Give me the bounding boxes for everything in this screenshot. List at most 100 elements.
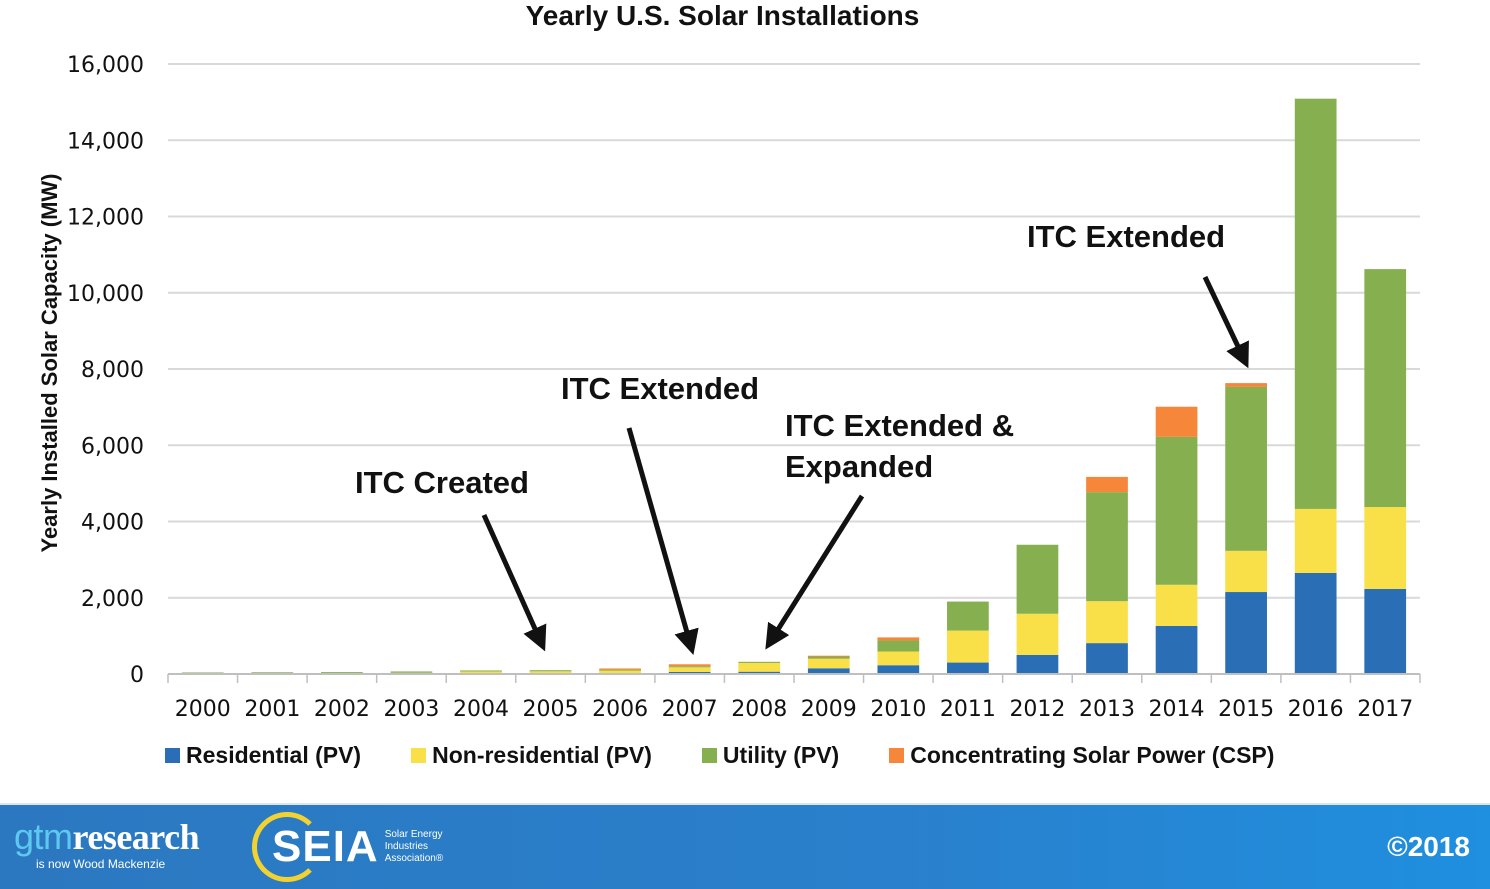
bar-segment-2006-3 bbox=[599, 668, 641, 670]
x-tick-label: 2008 bbox=[731, 697, 787, 722]
bar-segment-2016-1 bbox=[1294, 508, 1337, 573]
x-tick-label: 2014 bbox=[1149, 697, 1205, 722]
bar-segment-2007-1 bbox=[668, 667, 711, 672]
bar-segment-2009-1 bbox=[807, 658, 850, 669]
bar-segment-2011-0 bbox=[947, 662, 989, 674]
bar-segment-2010-0 bbox=[877, 665, 920, 674]
bar-segment-2013-0 bbox=[1086, 643, 1128, 674]
annotation-itc-extended-2007: ITC Extended bbox=[561, 371, 760, 406]
arrow-itc-extended-2007-icon bbox=[626, 427, 699, 656]
chart-title: Yearly U.S. Solar Installations bbox=[525, 0, 920, 31]
annotation-itc-extended-expanded: ITC Extended & Expanded bbox=[785, 405, 1014, 487]
x-tick-label: 2010 bbox=[870, 697, 926, 722]
bar-segment-2013-1 bbox=[1086, 601, 1128, 644]
legend-item-utility: Utility (PV) bbox=[701, 742, 840, 769]
bar-segment-2014-1 bbox=[1155, 584, 1198, 626]
arrow-itc-extended-expanded-icon bbox=[765, 494, 865, 650]
seia-desc-line-3: Association® bbox=[384, 853, 444, 864]
bar-segment-2007-3 bbox=[668, 664, 711, 667]
bar-segment-2001-2 bbox=[251, 672, 294, 674]
bar-segment-2017-2 bbox=[1364, 269, 1407, 508]
bar-segment-2007-2 bbox=[668, 666, 711, 668]
y-tick-label: 0 bbox=[130, 663, 144, 688]
footer-banner: gtmresearch is now Wood Mackenzie SEIA S… bbox=[0, 803, 1490, 889]
x-tick-label: 2003 bbox=[383, 697, 439, 722]
legend-item-non-residential: Non-residential (PV) bbox=[411, 742, 652, 769]
seia-sun-ring-icon bbox=[252, 812, 322, 882]
x-tick-label: 2001 bbox=[244, 697, 300, 722]
legend-swatch-non-residential bbox=[411, 748, 427, 763]
bar-segment-2009-3 bbox=[807, 655, 850, 657]
legend-swatch-residential bbox=[165, 748, 180, 763]
gtm-research-logo: gtmresearch is now Wood Mackenzie bbox=[14, 816, 200, 872]
x-tick-label: 2005 bbox=[523, 697, 579, 722]
bar-segment-2011-1 bbox=[947, 630, 989, 663]
bar-segment-2011-2 bbox=[947, 601, 989, 631]
bar-segment-2009-2 bbox=[807, 656, 850, 659]
bar-segment-2012-2 bbox=[1016, 544, 1059, 614]
bar-segment-2008-2 bbox=[738, 661, 781, 663]
seia-wordmark: SEIA bbox=[272, 822, 379, 871]
x-tick-label: 2007 bbox=[662, 697, 718, 722]
bar-segment-2010-1 bbox=[877, 651, 920, 666]
bar-segment-2016-2 bbox=[1294, 98, 1337, 509]
bar-segment-2014-0 bbox=[1155, 625, 1198, 674]
seia-logo: SEIA Solar Energy Industries Association… bbox=[252, 811, 443, 883]
x-tick-label: 2012 bbox=[1009, 697, 1065, 722]
legend-label-utility: Utility (PV) bbox=[722, 742, 840, 768]
seia-desc-line-1: Solar Energy bbox=[384, 829, 443, 840]
legend-swatch-csp bbox=[889, 748, 905, 763]
copyright-notice: ©2018 bbox=[1387, 831, 1470, 862]
bar-segment-2005-2 bbox=[529, 670, 572, 672]
bar-segment-2006-1 bbox=[599, 669, 641, 674]
bar-segment-2015-3 bbox=[1225, 383, 1267, 387]
bar-segment-2012-0 bbox=[1016, 654, 1059, 674]
bar-segment-2005-1 bbox=[529, 671, 572, 674]
x-tick-label: 2006 bbox=[592, 697, 648, 722]
x-tick-label: 2016 bbox=[1288, 697, 1344, 722]
y-tick-label: 8,000 bbox=[81, 358, 144, 383]
bar-segment-2012-1 bbox=[1016, 613, 1059, 655]
y-tick-label: 4,000 bbox=[81, 511, 144, 536]
annotation-line-1: ITC Extended & bbox=[785, 408, 1015, 443]
y-tick-label: 2,000 bbox=[81, 587, 144, 612]
bar-segment-2015-1 bbox=[1225, 550, 1267, 593]
y-tick-label: 14,000 bbox=[67, 129, 144, 154]
gtm-logo-bold: research bbox=[72, 817, 200, 857]
bar-segment-2014-2 bbox=[1155, 436, 1198, 585]
x-tick-label: 2013 bbox=[1079, 697, 1135, 722]
bar-segment-2013-2 bbox=[1086, 492, 1128, 602]
chart-plot-area: 0 2,000 4,000 6,000 8,000 10,000 12,000 14,000 1… bbox=[67, 53, 1421, 722]
y-tick-label: 16,000 bbox=[67, 53, 144, 78]
x-tick-label: 2002 bbox=[314, 697, 370, 722]
bar-segment-2000-2 bbox=[181, 672, 224, 674]
y-tick-label: 12,000 bbox=[67, 206, 144, 231]
chart-legend: Residential (PV) Non-residential (PV) Ut… bbox=[165, 742, 1274, 769]
bar-segment-2015-2 bbox=[1225, 386, 1267, 551]
bar-segment-2016-0 bbox=[1294, 572, 1337, 674]
bar-segment-2008-1 bbox=[738, 662, 781, 672]
x-tick-label: 2015 bbox=[1218, 697, 1274, 722]
arrow-itc-created-icon bbox=[481, 513, 547, 652]
bar-segment-2015-0 bbox=[1225, 592, 1267, 674]
legend-swatch-utility bbox=[701, 748, 717, 763]
legend-label-csp: Concentrating Solar Power (CSP) bbox=[910, 742, 1275, 768]
annotation-itc-created: ITC Created bbox=[355, 465, 529, 500]
bar-segment-2007-0 bbox=[668, 671, 711, 674]
y-tick-label: 6,000 bbox=[81, 434, 144, 459]
bar-segment-2003-2 bbox=[390, 671, 433, 673]
bar-segment-2002-2 bbox=[321, 672, 363, 674]
y-tick-label: 10,000 bbox=[67, 282, 144, 307]
bar-segment-2017-0 bbox=[1364, 588, 1407, 674]
annotation-line-2: Expanded bbox=[785, 449, 934, 484]
x-tick-label: 2017 bbox=[1357, 697, 1413, 722]
arrow-itc-extended-2015-icon bbox=[1202, 275, 1249, 369]
annotation-itc-extended-2015: ITC Extended bbox=[1027, 219, 1226, 254]
seia-description: Solar Energy Industries Association® bbox=[385, 829, 444, 865]
legend-label-residential: Residential (PV) bbox=[186, 742, 362, 768]
bar-segment-2009-0 bbox=[807, 668, 850, 674]
bar-segment-2017-1 bbox=[1364, 507, 1407, 589]
x-tick-label: 2000 bbox=[175, 697, 231, 722]
gtm-logo-light: gtm bbox=[14, 816, 73, 857]
legend-item-csp: Concentrating Solar Power (CSP) bbox=[889, 742, 1274, 769]
